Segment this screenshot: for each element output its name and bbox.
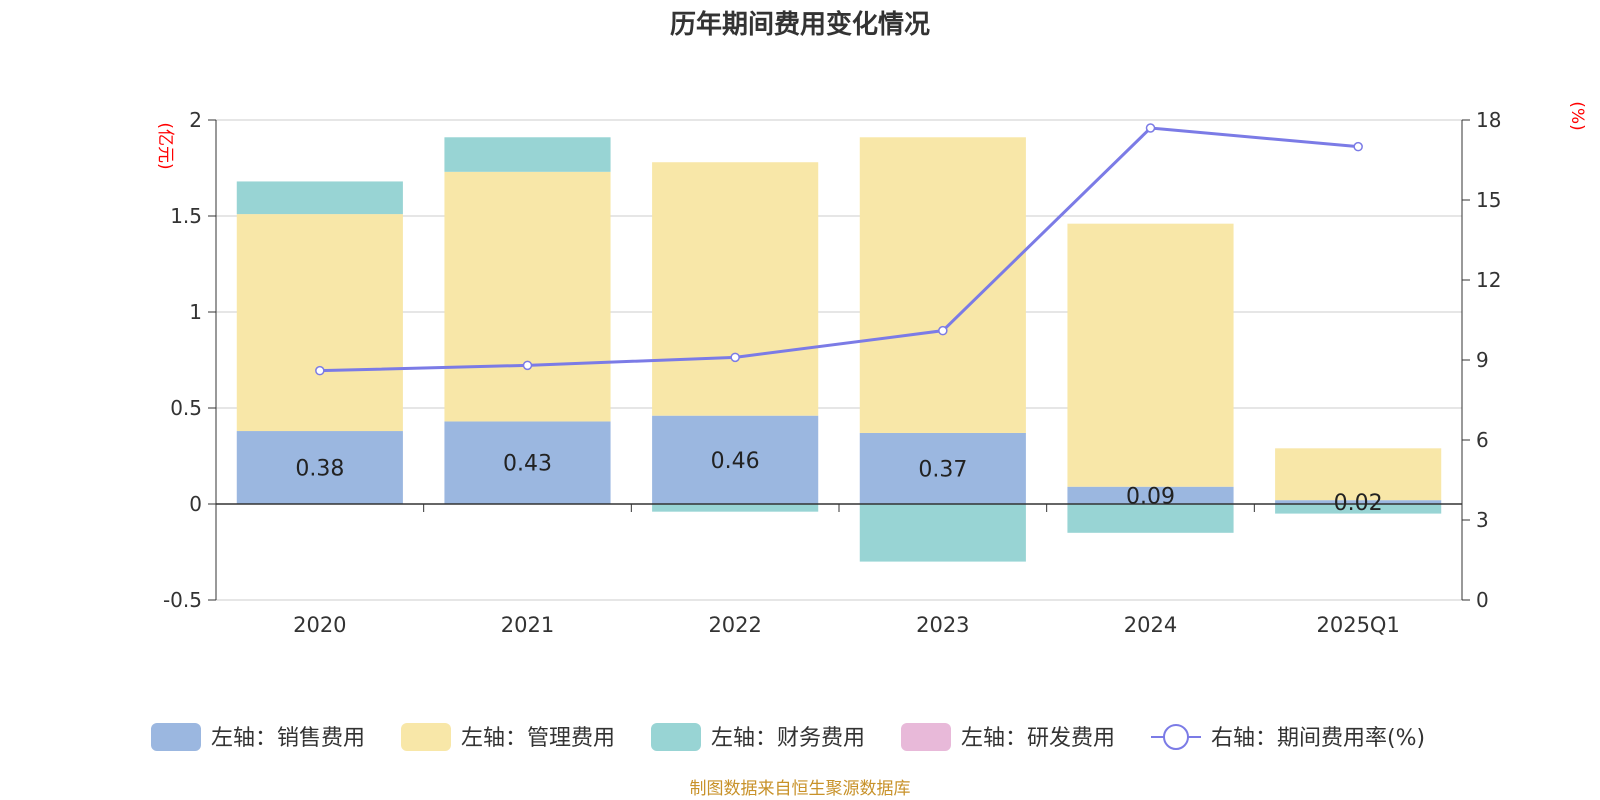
expense-rate-point (522, 360, 533, 371)
left-axis-tick-label: 1 (189, 300, 202, 324)
left-axis-tick-label: 0 (189, 492, 202, 516)
left-axis-tick-label: -0.5 (163, 588, 202, 612)
bar-segment (652, 504, 819, 512)
x-axis-tick-label: 2024 (1124, 613, 1177, 637)
expense-rate-point (1145, 123, 1156, 133)
right-axis-tick-label: 0 (1476, 588, 1489, 612)
legend-item: 左轴：研发费用 (901, 723, 1115, 751)
x-axis-tick-label: 2022 (708, 613, 761, 637)
bar-data-label: 0.38 (295, 457, 344, 482)
right-axis-tick-label: 12 (1476, 268, 1501, 292)
bar-labels-group: 0.38 0.43 0.46 0.37 0.09 0.02 (295, 449, 1382, 516)
bar-segment (444, 137, 611, 172)
left-axis-tick-label: 0.5 (170, 396, 202, 420)
right-axis-tick-label: 3 (1476, 508, 1489, 532)
bar-data-label: 0.02 (1334, 491, 1383, 516)
legend-item: 左轴：销售费用 (151, 723, 365, 751)
bar-segment (444, 171, 611, 422)
chart-title: 历年期间费用变化情况 (670, 9, 930, 40)
legend-swatch (401, 723, 451, 751)
bar-segment (652, 162, 819, 416)
legend-item: 右轴：期间费用率(%) (1151, 724, 1425, 751)
right-axis-unit-label: (%) (1567, 101, 1587, 130)
expense-rate-point (730, 352, 740, 363)
left-axis-tick-label: 1.5 (170, 204, 202, 228)
expense-rate-line (319, 126, 1359, 373)
legend-line-marker (1163, 724, 1189, 750)
bar-segment (859, 504, 1026, 562)
bar-data-label: 0.43 (503, 452, 552, 477)
legend-label: 左轴：管理费用 (461, 726, 615, 751)
bar-data-label: 0.09 (1126, 484, 1175, 509)
bar-segment (444, 421, 611, 504)
right-axis-tick-label: 9 (1476, 348, 1489, 372)
legend-label: 左轴：销售费用 (211, 726, 365, 751)
legend-label: 左轴：财务费用 (711, 726, 865, 751)
legend-item: 左轴：财务费用 (651, 723, 865, 751)
left-axis-tick-label: 2 (189, 108, 202, 132)
line-series-group (315, 123, 1363, 376)
right-axis-tick-label: 18 (1476, 108, 1501, 132)
right-axis-tick-label: 15 (1476, 188, 1501, 212)
axes: -0.5 0 0.5 1 1.5 2 0 3 6 9 12 15 18 2020 2021 2022 2023 2… (163, 108, 1501, 637)
x-axis-tick-label: 2025Q1 (1316, 613, 1399, 637)
bar-segment (1067, 223, 1234, 487)
right-axis-tick-label: 6 (1476, 428, 1489, 452)
expense-rate-point (315, 365, 325, 376)
bar-segment (1067, 504, 1234, 533)
legend-swatch (151, 723, 201, 751)
bar-data-label: 0.37 (918, 457, 967, 482)
legend-swatch (901, 723, 951, 751)
left-axis-unit-label: (亿元) (155, 122, 175, 169)
x-axis-tick-label: 2020 (293, 613, 346, 637)
bar-segment (859, 137, 1026, 433)
bar-data-label: 0.46 (711, 449, 760, 474)
legend-item: 左轴：管理费用 (401, 723, 615, 751)
bar-segment (1275, 500, 1442, 504)
bar-segment (652, 415, 819, 504)
bar-segment (236, 214, 403, 432)
bar-segment (1275, 448, 1442, 501)
source-note: 制图数据来自恒生聚源数据库 (690, 779, 911, 799)
bar-segment (236, 431, 403, 504)
bar-segment (1067, 486, 1234, 504)
bar-segment (1275, 504, 1442, 514)
legend-swatch (651, 723, 701, 751)
bar-segment (236, 181, 403, 215)
legend: 左轴：销售费用 左轴：管理费用 左轴：财务费用 左轴：研发费用 右轴：期间费用率(%) (151, 723, 1425, 751)
expense-rate-point (1353, 141, 1363, 152)
expense-rate-point (938, 325, 948, 336)
x-axis-tick-label: 2021 (501, 613, 554, 637)
x-axis-tick-label: 2023 (916, 613, 969, 637)
bar-segment (859, 432, 1026, 504)
legend-label: 右轴：期间费用率(%) (1211, 726, 1425, 751)
legend-label: 左轴：研发费用 (961, 726, 1115, 751)
bar-series-group (236, 137, 1442, 562)
